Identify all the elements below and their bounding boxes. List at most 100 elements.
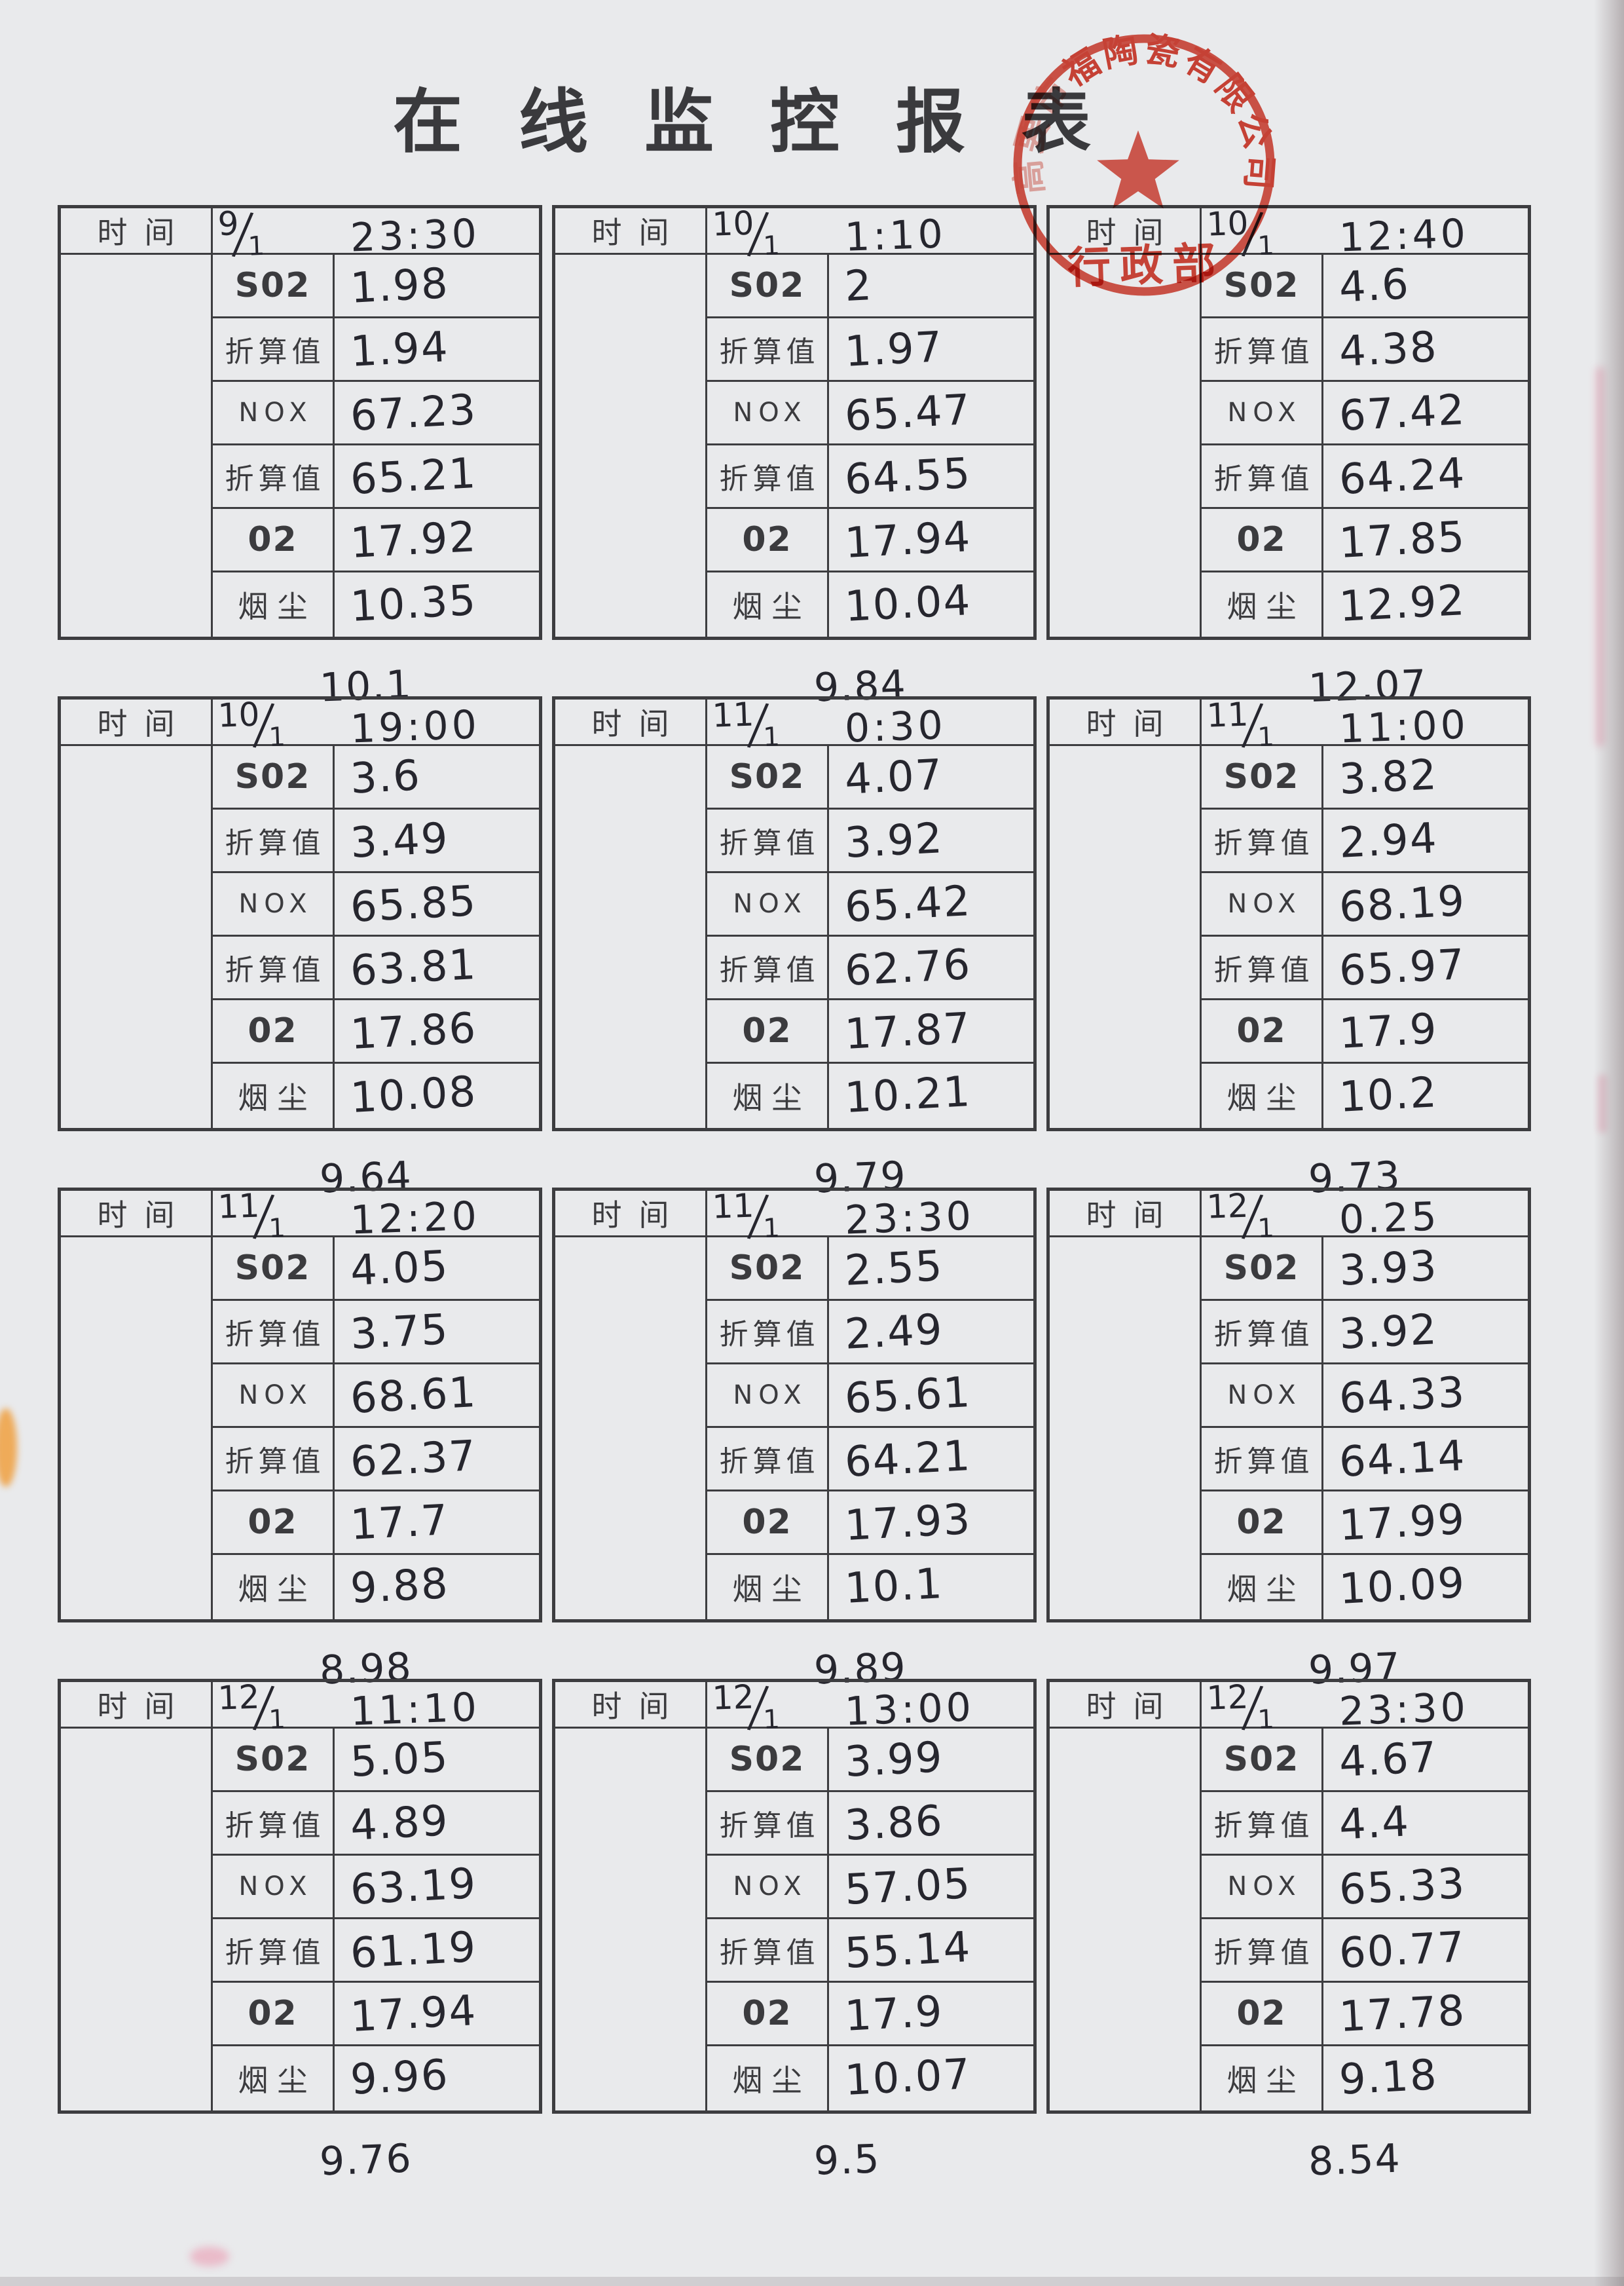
row-value-o2: 17.86 — [335, 1000, 539, 1064]
time-label: 时间 — [61, 700, 213, 746]
row-label-nox: NOX — [1202, 382, 1323, 445]
row-label-nox: NOX — [707, 1856, 829, 1919]
row-value-nox: 65.47 — [829, 382, 1033, 445]
row-label-so2: S02 — [1202, 255, 1323, 318]
time-value: 0.25 — [1338, 1193, 1441, 1243]
row-value-nox: 68.19 — [1323, 873, 1528, 937]
row-label-nox: NOX — [1202, 1856, 1323, 1919]
row-label-nox-converted: 折算值 — [213, 937, 335, 1000]
spacer-cell — [555, 255, 707, 637]
row-value-so2-converted: 4.38 — [1323, 318, 1528, 382]
row-label-so2-converted: 折算值 — [707, 1792, 829, 1856]
row-label-nox: NOX — [707, 1364, 829, 1428]
time-value: 11:00 — [1338, 702, 1470, 753]
row-value-nox: 65.61 — [829, 1364, 1033, 1428]
time-value: 12:40 — [1338, 210, 1470, 261]
row-label-nox-converted: 折算值 — [707, 445, 829, 509]
row-label-so2-converted: 折算值 — [213, 318, 335, 382]
date-value: 11/1 — [711, 1182, 781, 1250]
row-label-so2: S02 — [213, 1729, 335, 1792]
time-value: 23:30 — [1338, 1684, 1470, 1735]
row-value-nox-converted: 62.76 — [829, 937, 1033, 1000]
row-label-so2: S02 — [707, 746, 829, 810]
time-label: 时间 — [555, 700, 707, 746]
row-label-o2: 02 — [707, 1491, 829, 1555]
row-value-o2: 17.94 — [335, 1983, 539, 2046]
time-label: 时间 — [61, 208, 213, 255]
time-value: 13:00 — [843, 1684, 976, 1735]
monitoring-block: 时间 11/1 12:20 S02 4.05 折算值 3.75 NOX 68.6… — [58, 1182, 542, 1693]
stamp-arc-text: 福陶瓷有限公司 — [1056, 29, 1280, 194]
row-label-o2: 02 — [1202, 1983, 1323, 2046]
row-label-dust: 烟尘 — [213, 2046, 335, 2110]
row-label-o2: 02 — [213, 1491, 335, 1555]
row-value-o2: 17.93 — [829, 1491, 1033, 1555]
row-value-nox: 67.23 — [335, 382, 539, 445]
row-label-dust: 烟尘 — [1202, 1064, 1323, 1128]
row-value-so2: 2 — [829, 255, 1033, 318]
time-value: 19:00 — [349, 702, 481, 753]
row-label-o2: 02 — [707, 1983, 829, 2046]
row-value-so2-converted: 1.97 — [829, 318, 1033, 382]
row-value-so2: 4.07 — [829, 746, 1033, 810]
spacer-cell — [555, 1237, 707, 1619]
date-value: 10/1 — [711, 200, 781, 267]
row-label-o2: 02 — [707, 1000, 829, 1064]
time-value-cell: 12/1 11:10 — [213, 1674, 539, 1741]
row-value-o2: 17.94 — [829, 509, 1033, 572]
row-label-nox: NOX — [1202, 873, 1323, 937]
spacer-cell — [61, 1237, 213, 1619]
date-value: 12/1 — [217, 1674, 286, 1741]
monitoring-block: 时间 11/1 23:30 S02 2.55 折算值 2.49 NOX 65.6… — [552, 1182, 1037, 1693]
row-label-so2-converted: 折算值 — [213, 810, 335, 873]
row-label-o2: 02 — [213, 1000, 335, 1064]
row-label-nox: NOX — [213, 873, 335, 937]
row-label-dust: 烟尘 — [213, 1555, 335, 1619]
row-value-dust: 12.92 — [1338, 576, 1467, 632]
spacer-cell — [1050, 1237, 1202, 1619]
time-label: 时间 — [1050, 208, 1202, 255]
time-label: 时间 — [61, 1191, 213, 1237]
row-value-nox: 65.42 — [829, 873, 1033, 937]
row-label-nox-converted: 折算值 — [213, 1428, 335, 1491]
spacer-cell — [1050, 1729, 1202, 2110]
row-label-so2: S02 — [213, 1237, 335, 1301]
row-value-dust: 10.1 — [843, 1560, 945, 1613]
row-value-so2: 3.99 — [829, 1729, 1033, 1792]
row-label-so2-converted: 折算值 — [213, 1301, 335, 1364]
monitoring-block: 时间 10/1 1:10 S02 2 折算值 1.97 NOX 65.47 折算… — [552, 200, 1037, 711]
spacer-cell — [61, 746, 213, 1128]
row-value-dust: 10.09 — [1338, 1558, 1467, 1615]
row-value-so2: 2.55 — [829, 1237, 1033, 1301]
row-value-so2-converted: 1.94 — [335, 318, 539, 382]
extra-value: 9.76 — [318, 2135, 413, 2185]
scanner-edge-shadow-right — [1594, 0, 1624, 2286]
row-value-o2: 17.85 — [1323, 509, 1528, 572]
row-label-nox: NOX — [1202, 1364, 1323, 1428]
time-value: 1:10 — [843, 211, 947, 261]
row-label-nox-converted: 折算值 — [213, 1919, 335, 1983]
row-label-nox: NOX — [213, 382, 335, 445]
time-value: 11:10 — [349, 1684, 481, 1735]
row-value-so2: 4.67 — [1323, 1729, 1528, 1792]
row-value-nox-converted: 64.24 — [1323, 445, 1528, 509]
row-value-so2-converted: 3.49 — [335, 810, 539, 873]
row-value-dust: 9.96 — [349, 2051, 451, 2105]
row-label-dust: 烟尘 — [213, 1064, 335, 1128]
row-label-so2-converted: 折算值 — [213, 1792, 335, 1856]
time-value-cell: 11/1 23:30 — [707, 1182, 1033, 1250]
row-label-o2: 02 — [213, 509, 335, 572]
time-value: 0:30 — [843, 702, 947, 752]
spacer-cell — [555, 746, 707, 1128]
monitoring-block: 时间 11/1 11:00 S02 3.82 折算值 2.94 NOX 68.1… — [1046, 691, 1531, 1202]
time-value-cell: 12/1 23:30 — [1202, 1674, 1528, 1741]
row-value-dust: 10.04 — [843, 576, 973, 632]
time-value-cell: 11/1 0:30 — [707, 691, 1033, 759]
spacer-cell — [61, 255, 213, 637]
date-value: 11/1 — [1206, 691, 1275, 759]
row-label-dust: 烟尘 — [707, 572, 829, 637]
row-label-dust: 烟尘 — [707, 1555, 829, 1619]
row-label-nox-converted: 折算值 — [1202, 1919, 1323, 1983]
stamp-star-icon — [1097, 130, 1179, 209]
row-value-nox-converted: 65.21 — [335, 445, 539, 509]
